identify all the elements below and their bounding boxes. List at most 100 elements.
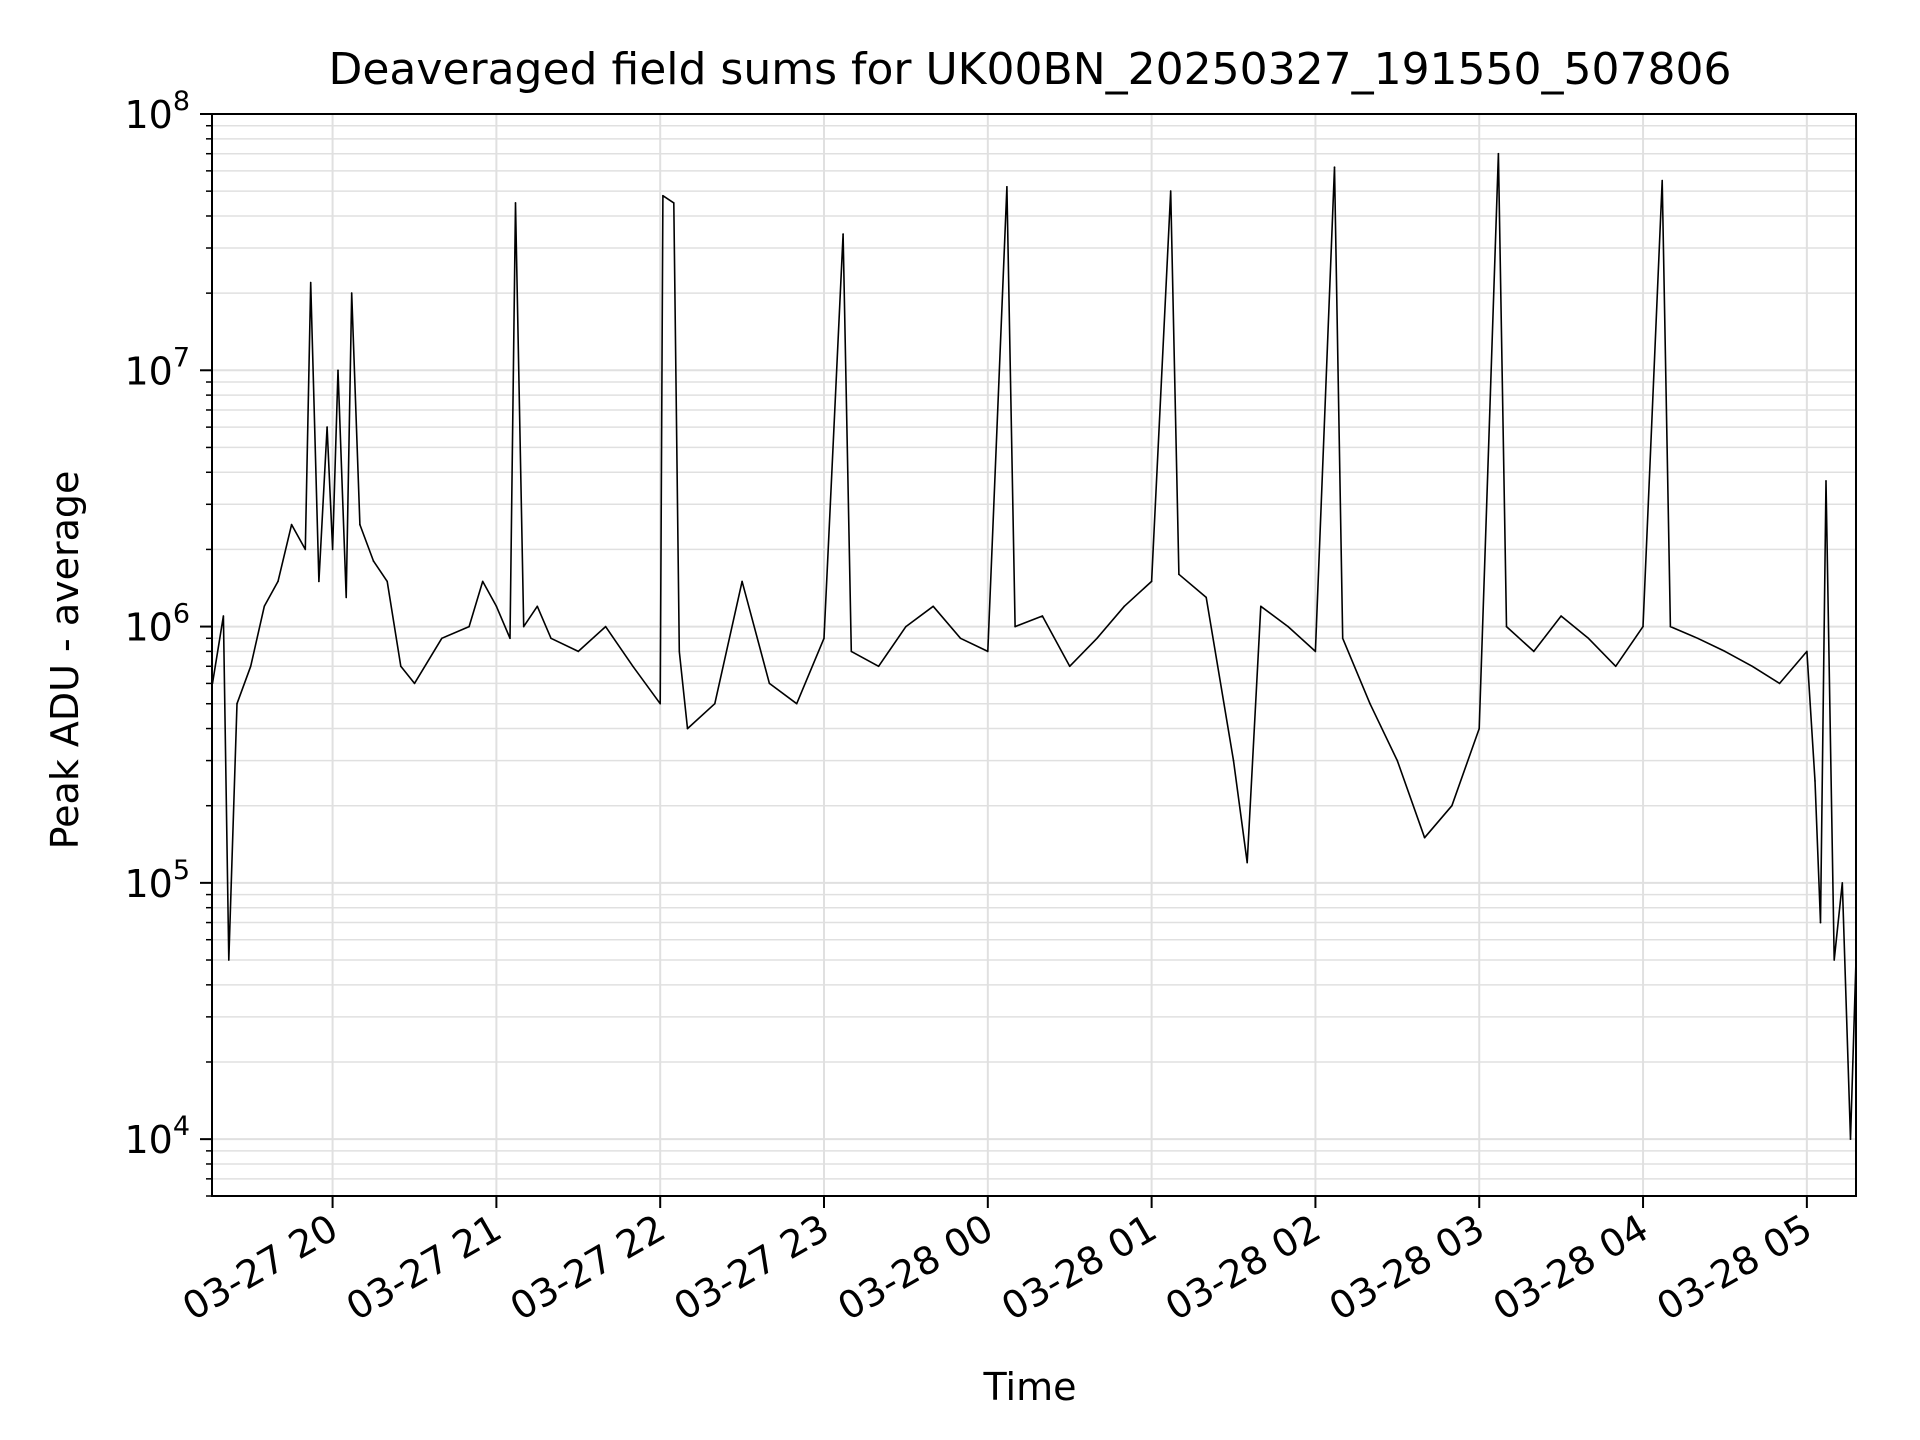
- data-point: [1232, 759, 1235, 762]
- x-tick-label: 03-28 00: [830, 1206, 1000, 1330]
- data-point: [1369, 702, 1371, 705]
- data-point: [1451, 804, 1453, 807]
- data-point: [1423, 836, 1426, 839]
- data-point: [1849, 1138, 1852, 1140]
- axes-frame: [211, 113, 1857, 1197]
- data-point: [1314, 650, 1317, 653]
- y-tick-label-exponent: 6: [173, 599, 190, 630]
- data-point: [495, 605, 498, 608]
- data-point: [290, 523, 293, 526]
- x-tick-label: 03-28 05: [1649, 1206, 1819, 1330]
- data-point: [932, 605, 934, 608]
- data-point: [1724, 650, 1726, 653]
- y-tick-label-exponent: 4: [173, 1111, 190, 1142]
- x-tick-label: 03-27 20: [175, 1206, 345, 1330]
- data-point: [509, 637, 511, 640]
- data-point: [536, 605, 539, 608]
- y-tick-label-exponent: 8: [173, 86, 190, 117]
- data-point: [514, 202, 517, 204]
- data-point: [1246, 861, 1248, 864]
- x-tick-label: 03-28 03: [1322, 1206, 1492, 1330]
- data-point: [662, 194, 664, 197]
- data-point: [1833, 959, 1835, 961]
- data-point: [1806, 650, 1808, 653]
- data-point: [1642, 625, 1644, 628]
- data-point: [1819, 921, 1822, 924]
- data-point: [686, 727, 689, 730]
- data-point: [1341, 637, 1344, 640]
- x-tick-label: 03-27 22: [503, 1206, 673, 1330]
- y-tick-label-base: 10: [124, 349, 172, 393]
- data-point: [222, 615, 225, 617]
- data-point: [1825, 480, 1827, 482]
- data-point: [331, 548, 334, 551]
- data-point: [959, 637, 962, 640]
- data-point: [372, 560, 375, 562]
- data-point: [1041, 615, 1044, 617]
- major-gridlines: [212, 113, 1856, 1196]
- data-point: [1096, 637, 1098, 640]
- y-tick-label: 107: [124, 342, 190, 393]
- x-tick-label: 03-27 23: [667, 1206, 837, 1330]
- y-tick-label: 106: [124, 599, 190, 650]
- data-point: [659, 702, 661, 705]
- data-point: [337, 369, 339, 372]
- data-point: [1478, 727, 1480, 730]
- data-point: [1669, 625, 1672, 628]
- data-point: [309, 281, 312, 284]
- data-point: [632, 665, 634, 668]
- chart-title: Deaveraged field sums for UK00BN_2025032…: [328, 44, 1731, 95]
- data-point: [714, 702, 716, 705]
- data-point: [345, 596, 348, 599]
- data-point: [1068, 665, 1071, 668]
- data-point: [673, 202, 675, 204]
- data-point: [277, 580, 279, 583]
- data-point: [413, 682, 416, 685]
- data-point: [741, 580, 743, 583]
- data-point: [1169, 190, 1172, 192]
- data-point: [468, 625, 470, 628]
- data-point: [1614, 665, 1617, 668]
- y-tick-label: 108: [124, 86, 190, 137]
- data-point: [1505, 625, 1508, 628]
- data-point: [263, 605, 266, 608]
- data-point: [1006, 186, 1008, 188]
- data-point: [905, 625, 907, 628]
- data-point: [1178, 573, 1180, 576]
- data-point: [1560, 615, 1562, 617]
- data-point: [604, 625, 607, 628]
- data-point: [678, 650, 681, 653]
- data-point: [1014, 625, 1016, 628]
- data-point: [1841, 882, 1844, 884]
- data-point: [550, 637, 552, 640]
- data-point: [842, 233, 844, 235]
- data-point: [877, 665, 880, 668]
- data-point: [481, 580, 484, 583]
- plot-area: [211, 152, 1857, 1140]
- y-tick-label: 105: [124, 855, 190, 906]
- minor-gridlines: [212, 124, 1856, 1197]
- x-axis-label: Time: [983, 1365, 1077, 1409]
- data-point: [1587, 637, 1590, 640]
- data-point: [1814, 780, 1816, 782]
- x-tick-label: 03-28 01: [994, 1206, 1164, 1330]
- data-point: [795, 702, 798, 705]
- data-point: [1497, 152, 1500, 155]
- data-point: [326, 426, 328, 428]
- data-point: [1661, 179, 1663, 182]
- data-point: [441, 637, 443, 640]
- data-point: [1778, 682, 1781, 685]
- data-point: [1396, 759, 1399, 762]
- y-tick-label-base: 10: [124, 606, 172, 650]
- data-point: [1533, 650, 1535, 653]
- data-point: [228, 959, 230, 961]
- data-point: [304, 548, 307, 551]
- y-tick-label-base: 10: [124, 862, 172, 906]
- y-tick-label-exponent: 5: [173, 855, 190, 886]
- data-point: [1751, 665, 1754, 668]
- data-point: [1696, 637, 1699, 640]
